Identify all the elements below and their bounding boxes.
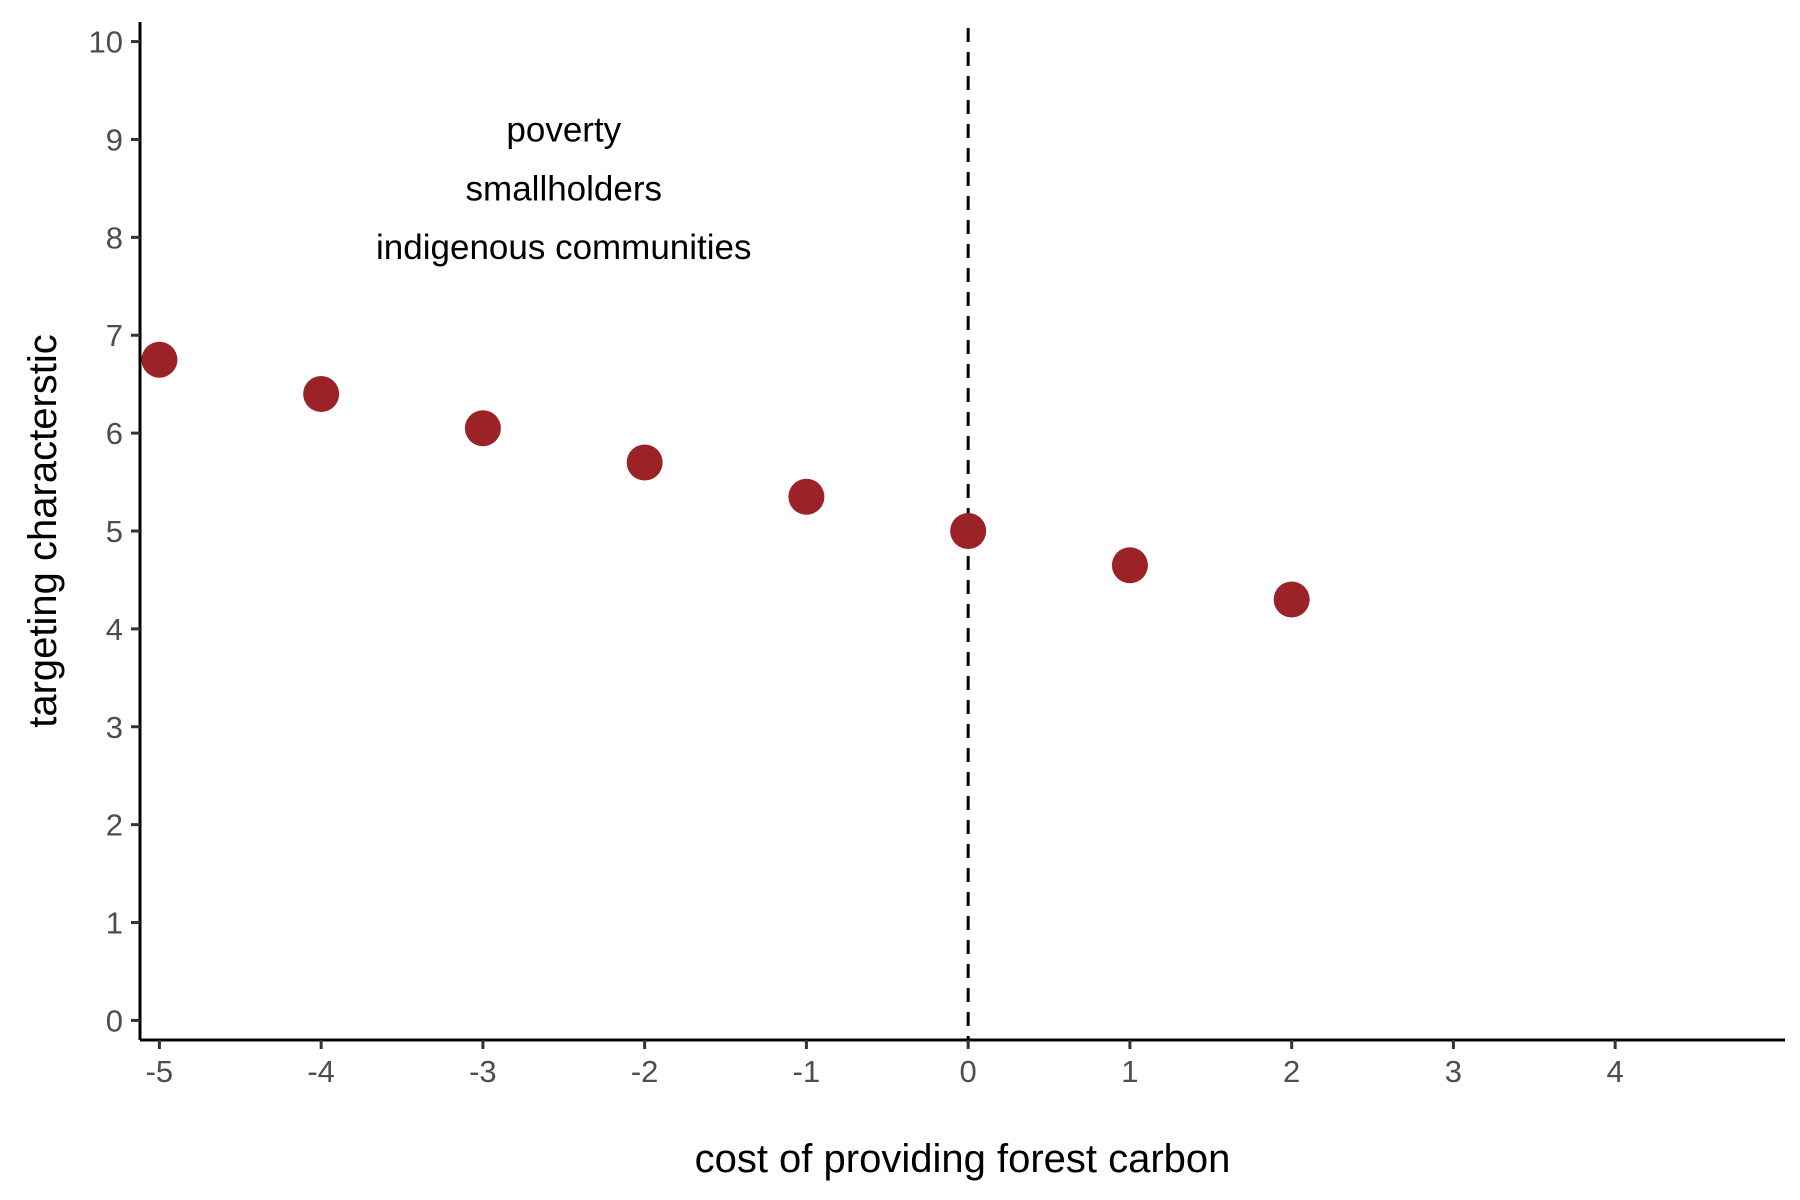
data-point xyxy=(303,375,340,412)
y-axis-title: targeting characterstic xyxy=(21,334,65,728)
annotation-text: smallholders xyxy=(466,169,662,208)
y-tick-label: 9 xyxy=(106,122,123,157)
y-axis: 0 1 2 3 4 5 6 7 8 9 10 xyxy=(89,22,142,1040)
y-tick-label: 1 xyxy=(106,906,123,941)
y-tick-label: 4 xyxy=(106,612,123,647)
data-points xyxy=(141,341,1310,618)
y-tick-label: 6 xyxy=(106,416,123,451)
data-point xyxy=(1273,581,1310,618)
annotations: poverty smallholders indigenous communitie… xyxy=(376,111,751,267)
data-point xyxy=(626,444,663,481)
data-point xyxy=(950,513,987,549)
x-tick-label: -4 xyxy=(307,1054,335,1089)
x-tick-label: -5 xyxy=(146,1054,174,1089)
x-tick-label: -3 xyxy=(469,1054,497,1089)
x-ticks: -5 -4 -3 -2 -1 0 1 2 3 4 xyxy=(146,1040,1624,1089)
y-tick-label: 3 xyxy=(106,710,123,745)
x-tick-label: -2 xyxy=(631,1054,659,1089)
data-point xyxy=(788,478,825,515)
x-tick-label: 2 xyxy=(1283,1054,1300,1089)
y-tick-label: 5 xyxy=(106,514,123,549)
x-tick-label: -1 xyxy=(793,1054,821,1089)
plot-panel: poverty smallholders indigenous communitie… xyxy=(141,28,1310,1040)
y-tick-label: 7 xyxy=(106,318,123,353)
x-tick-label: 4 xyxy=(1607,1054,1624,1089)
x-axis: -5 -4 -3 -2 -1 0 1 2 3 4 xyxy=(140,1038,1785,1089)
y-tick-label: 2 xyxy=(106,808,123,843)
data-point xyxy=(464,410,501,447)
annotation-text: poverty xyxy=(506,111,621,150)
x-axis-title: cost of providing forest carbon xyxy=(695,1137,1231,1181)
y-tick-label: 10 xyxy=(89,25,123,60)
x-tick-label: 1 xyxy=(1121,1054,1138,1089)
y-tick-label: 0 xyxy=(106,1003,123,1038)
y-ticks: 0 1 2 3 4 5 6 7 8 9 10 xyxy=(89,25,140,1038)
data-point xyxy=(141,341,178,378)
data-point xyxy=(1111,547,1148,584)
x-tick-label: 3 xyxy=(1445,1054,1462,1089)
y-tick-label: 8 xyxy=(106,220,123,255)
annotation-text: indigenous communities xyxy=(376,228,751,267)
x-tick-label: 0 xyxy=(960,1054,977,1089)
